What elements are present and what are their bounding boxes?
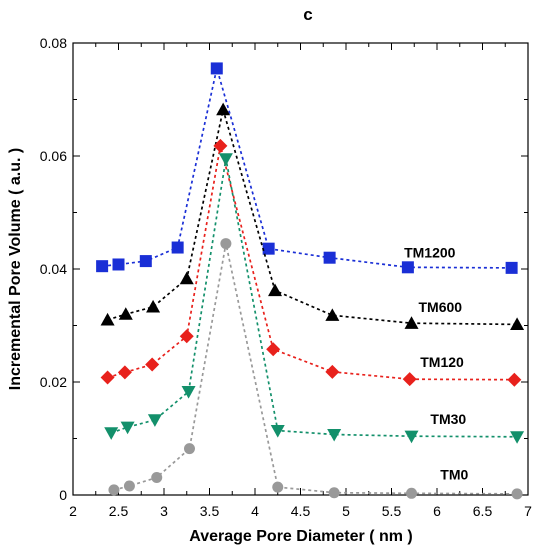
series-line [110,158,518,438]
series-label-tm30: TM30 [430,411,466,427]
diamond-marker [402,372,417,387]
triangle-up-marker [100,312,115,326]
x-axis-title: Average Pore Diameter ( nm ) [189,528,412,545]
triangle-down-marker [181,386,196,399]
series-tm30 [104,153,525,444]
series-layer [96,62,525,500]
square-marker [139,255,152,268]
diamond-marker [145,357,160,372]
triangle-up-marker [179,271,194,285]
y-tick-label: 0.08 [40,35,67,51]
triangle-down-marker [510,431,525,444]
series-tm0 [108,238,523,500]
diamond-marker [325,364,340,379]
y-tick-label: 0.04 [40,261,67,277]
y-axis-title: Incremental Pore Volume ( a.u. ) [7,148,24,390]
triangle-down-marker [270,424,285,438]
series-line [102,68,512,269]
triangle-down-marker [104,427,119,440]
series-tm1200 [96,62,518,274]
y-tick-label: 0 [59,487,67,503]
square-marker [262,242,275,255]
series-labels: TM1200 TM600 TM120 TM30 TM0 [404,244,468,482]
circle-marker [328,487,340,499]
triangle-up-marker [216,102,231,116]
triangle-down-marker [218,153,233,166]
x-tick-label: 5.5 [382,503,402,519]
triangle-up-marker [268,283,283,297]
x-tick-label: 6 [433,503,441,519]
square-marker [401,261,414,274]
panel-label: c [303,5,312,24]
x-tick-label: 3 [160,503,168,519]
diamond-marker [266,342,281,357]
circle-marker [406,487,418,499]
triangle-up-marker [325,308,340,321]
x-tick-label: 3.5 [200,503,220,519]
diamond-marker [100,370,115,385]
x-tick-label: 4 [251,503,259,519]
x-tick-label: 6.5 [473,503,493,519]
series-label-tm0: TM0 [440,466,468,482]
circle-marker [151,471,163,483]
axis-ticks: 2 2.5 3 3.5 4 4.5 5 5.5 6 6.5 7 0 0.02 0.04 0.06 0.08 [40,35,532,519]
y-tick-label: 0.02 [40,374,67,390]
triangle-down-marker [327,428,342,442]
square-marker [210,62,223,75]
circle-marker [183,443,195,455]
diamond-marker [117,365,132,380]
series-line [107,109,518,326]
series-label-tm600: TM600 [419,299,463,315]
triangle-up-marker [118,307,133,320]
square-marker [96,260,109,273]
diamond-marker [179,329,194,344]
series-label-tm1200: TM1200 [404,244,456,260]
triangle-up-marker [146,299,161,313]
triangle-up-marker [510,317,525,330]
diamond-marker [507,372,522,387]
series-label-tm120: TM120 [420,354,464,370]
series-tm600 [100,102,525,330]
triangle-down-marker [147,414,162,427]
triangle-down-marker [120,421,135,435]
diamond-marker [213,138,228,153]
series-tm120 [100,138,522,387]
square-marker [505,261,518,274]
triangle-up-marker [404,316,419,329]
x-tick-label: 4.5 [291,503,311,519]
circle-marker [511,488,523,500]
x-tick-label: 7 [524,503,532,519]
series-line [107,145,515,381]
circle-marker [220,238,232,250]
circle-marker [123,480,135,492]
y-tick-label: 0.06 [40,148,67,164]
square-marker [171,241,184,254]
x-tick-label: 2 [69,503,77,519]
triangle-down-marker [404,430,419,444]
square-marker [323,251,336,264]
circle-marker [108,484,120,496]
square-marker [112,258,125,271]
circle-marker [272,481,284,493]
x-tick-label: 5 [342,503,350,519]
x-tick-label: 2.5 [109,503,129,519]
